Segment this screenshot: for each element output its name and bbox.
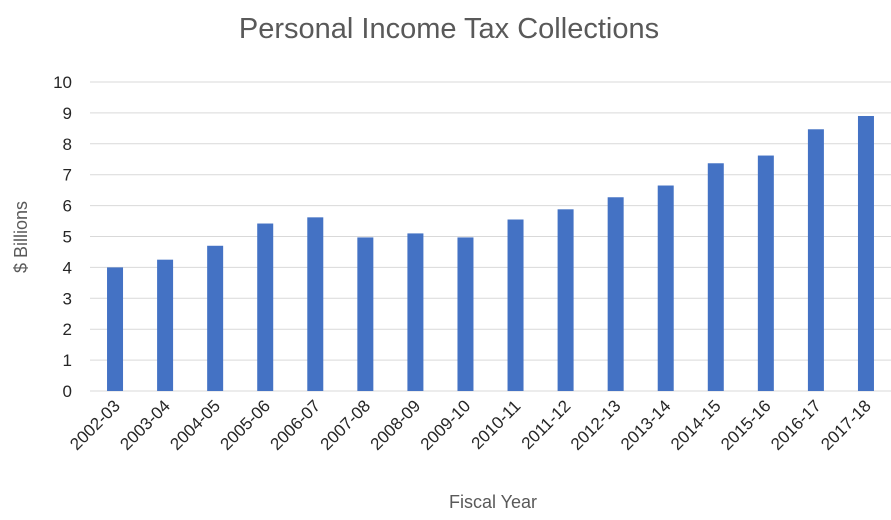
bar-2003-04 <box>157 259 174 391</box>
x-tick-label: 2008-09 <box>367 396 425 454</box>
x-axis-ticks: 2002-032003-042004-052005-062006-072007-… <box>66 396 874 454</box>
chart-title: Personal Income Tax Collections <box>239 13 659 45</box>
y-tick-label: 5 <box>63 228 72 247</box>
x-tick-label: 2011-12 <box>518 396 575 453</box>
bar-2004-05 <box>207 245 224 391</box>
x-tick-label: 2015-16 <box>717 396 775 454</box>
y-axis-label: $ Billions <box>11 201 31 273</box>
x-tick-label: 2002-03 <box>66 396 124 454</box>
y-tick-label: 3 <box>63 289 72 308</box>
bar-2014-15 <box>707 163 724 391</box>
bar-2009-10 <box>457 237 474 391</box>
x-tick-label: 2012-13 <box>567 396 625 454</box>
y-tick-label: 2 <box>63 320 72 339</box>
bar-2013-14 <box>657 185 674 391</box>
y-tick-label: 8 <box>63 135 72 154</box>
bar-2005-06 <box>257 223 274 391</box>
x-tick-label: 2010-11 <box>468 396 525 453</box>
bar-2002-03 <box>107 267 124 391</box>
x-tick-label: 2016-17 <box>767 396 825 454</box>
x-tick-label: 2007-08 <box>317 396 375 454</box>
x-tick-label: 2013-14 <box>617 396 675 454</box>
y-tick-label: 9 <box>63 104 72 123</box>
x-tick-label: 2009-10 <box>417 396 475 454</box>
bar-2007-08 <box>357 237 374 391</box>
bar-2006-07 <box>307 217 324 391</box>
y-tick-label: 6 <box>63 197 72 216</box>
y-tick-label: 10 <box>53 73 72 92</box>
y-tick-label: 4 <box>63 258 72 277</box>
y-tick-label: 0 <box>63 382 72 401</box>
y-tick-label: 1 <box>63 351 72 370</box>
bar-2016-17 <box>807 129 824 392</box>
x-tick-label: 2006-07 <box>267 396 325 454</box>
bar-2008-09 <box>407 233 424 391</box>
y-axis-ticks: 0 1 2 3 4 5 6 7 8 9 10 <box>53 73 72 401</box>
bar-2011-12 <box>557 209 574 391</box>
x-tick-label: 2005-06 <box>216 396 274 454</box>
x-axis-label: Fiscal Year <box>449 492 537 512</box>
bars <box>107 115 874 392</box>
bar-2012-13 <box>607 197 624 391</box>
bar-2010-11 <box>507 219 524 391</box>
bar-2015-16 <box>757 155 774 391</box>
x-tick-label: 2004-05 <box>166 396 224 454</box>
gridlines <box>90 81 891 392</box>
x-tick-label: 2017-18 <box>817 396 875 454</box>
y-tick-label: 7 <box>63 166 72 185</box>
x-tick-label: 2014-15 <box>667 396 725 454</box>
x-tick-label: 2003-04 <box>116 396 174 454</box>
bar-2017-18 <box>857 115 874 392</box>
